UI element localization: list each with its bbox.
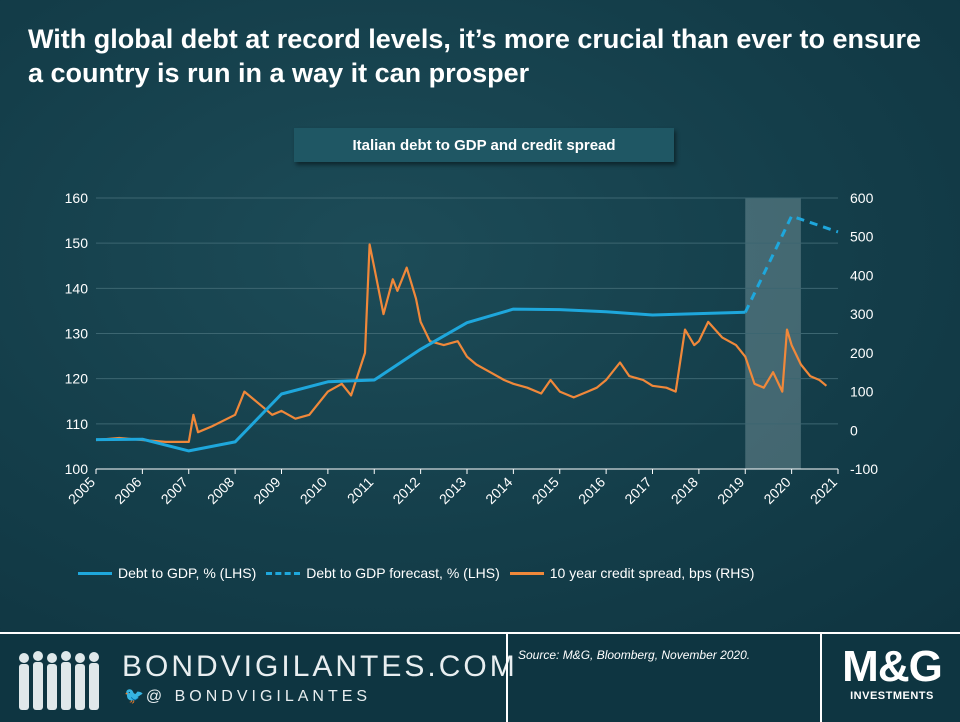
mg-logo: M&G INVESTMENTS (836, 644, 948, 702)
debt-to-gdp-line (96, 309, 745, 451)
x-tick-label: 2009 (250, 474, 283, 507)
x-tick-label: 2019 (714, 474, 747, 507)
x-tick-label: 2017 (621, 474, 654, 507)
twitter-handle-text: BONDVIGILANTES (175, 688, 371, 705)
legend-swatch-spread (510, 572, 544, 575)
brand-name: BONDVIGILANTES.COM (122, 650, 518, 684)
y-right-tick-label: 0 (850, 422, 858, 438)
y-left-tick-label: 150 (65, 235, 89, 251)
x-tick-label: 2006 (111, 474, 144, 507)
footer-divider (820, 634, 822, 722)
chart: 100110120130140150160-100010020030040050… (0, 0, 960, 632)
legend-item-forecast: Debt to GDP forecast, % (LHS) (266, 565, 499, 581)
y-left-tick-label: 160 (65, 190, 89, 206)
x-tick-label: 2014 (482, 474, 515, 507)
x-tick-label: 2016 (575, 474, 608, 507)
source-note: Source: M&G, Bloomberg, November 2020. (518, 648, 750, 662)
legend-swatch-debt (78, 572, 112, 575)
twitter-handle: 🐦@ BONDVIGILANTES (124, 686, 371, 706)
x-tick-label: 2007 (158, 474, 191, 507)
x-tick-label: 2008 (204, 474, 237, 507)
legend: Debt to GDP, % (LHS) Debt to GDP forecas… (78, 562, 764, 584)
x-tick-label: 2012 (389, 474, 422, 507)
x-tick-label: 2018 (668, 474, 701, 507)
legend-label-spread: 10 year credit spread, bps (RHS) (550, 565, 755, 581)
footer: BONDVIGILANTES.COM 🐦@ BONDVIGILANTES Sou… (0, 632, 960, 722)
y-right-tick-label: 400 (850, 267, 874, 283)
twitter-at: @ (146, 688, 166, 705)
legend-item-debt: Debt to GDP, % (LHS) (78, 565, 256, 581)
y-right-tick-label: 200 (850, 345, 874, 361)
y-right-tick-label: 300 (850, 306, 874, 322)
y-right-tick-label: 600 (850, 190, 874, 206)
footer-divider (506, 634, 508, 722)
x-tick-label: 2011 (344, 474, 377, 507)
credit-spread-line (96, 245, 826, 442)
legend-item-spread: 10 year credit spread, bps (RHS) (510, 565, 755, 581)
x-tick-label: 2005 (65, 474, 98, 507)
y-left-tick-label: 120 (65, 371, 89, 387)
twitter-bird-icon: 🐦 (124, 688, 144, 705)
y-left-tick-label: 140 (65, 280, 89, 296)
x-tick-label: 2013 (436, 474, 469, 507)
x-tick-label: 2015 (529, 474, 562, 507)
y-left-tick-label: 110 (66, 416, 89, 432)
x-tick-label: 2020 (760, 474, 793, 507)
legend-label-debt: Debt to GDP, % (LHS) (118, 565, 256, 581)
y-right-tick-label: 500 (850, 229, 874, 245)
x-tick-label: 2010 (297, 474, 330, 507)
y-right-tick-label: 100 (850, 384, 874, 400)
legend-label-forecast: Debt to GDP forecast, % (LHS) (306, 565, 499, 581)
mg-logo-subtext: INVESTMENTS (836, 690, 948, 702)
y-left-tick-label: 130 (65, 326, 89, 342)
legend-swatch-forecast (266, 572, 300, 575)
y-right-tick-label: -100 (850, 461, 878, 477)
mg-logo-text: M&G (836, 644, 948, 690)
x-tick-label: 2021 (807, 474, 840, 507)
people-silhouettes-icon (16, 648, 108, 712)
